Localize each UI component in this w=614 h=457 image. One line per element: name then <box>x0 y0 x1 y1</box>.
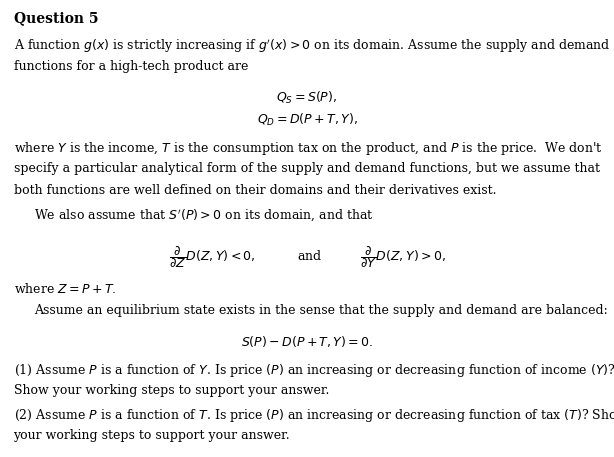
Text: where $Y$ is the income, $T$ is the consumption tax on the product, and $P$ is t: where $Y$ is the income, $T$ is the cons… <box>14 140 602 157</box>
Text: Question 5: Question 5 <box>14 11 98 26</box>
Text: (1) Assume $P$ is a function of $Y$. Is price $(P)$ an increasing or decreasing : (1) Assume $P$ is a function of $Y$. Is … <box>14 362 614 379</box>
Text: both functions are well defined on their domains and their derivatives exist.: both functions are well defined on their… <box>14 184 496 197</box>
Text: your working steps to support your answer.: your working steps to support your answe… <box>14 429 290 442</box>
Text: $Q_S = S(P),$: $Q_S = S(P),$ <box>276 90 338 106</box>
Text: specify a particular analytical form of the supply and demand functions, but we : specify a particular analytical form of … <box>14 162 599 175</box>
Text: $\dfrac{\partial}{\partial Z}D(Z,Y) < 0,$          and          $\dfrac{\partial: $\dfrac{\partial}{\partial Z}D(Z,Y) < 0,… <box>168 244 446 271</box>
Text: Assume an equilibrium state exists in the sense that the supply and demand are b: Assume an equilibrium state exists in th… <box>34 304 607 317</box>
Text: where $Z = P+T.$: where $Z = P+T.$ <box>14 282 116 296</box>
Text: A function $g(x)$ is strictly increasing if $g'(x) > 0$ on its domain. Assume th: A function $g(x)$ is strictly increasing… <box>14 38 610 55</box>
Text: $Q_D = D(P+T,Y),$: $Q_D = D(P+T,Y),$ <box>257 112 357 128</box>
Text: Show your working steps to support your answer.: Show your working steps to support your … <box>14 384 329 397</box>
Text: We also assume that $S'(P) > 0$ on its domain, and that: We also assume that $S'(P) > 0$ on its d… <box>34 207 373 223</box>
Text: $S(P) - D(P+T,Y) = 0.$: $S(P) - D(P+T,Y) = 0.$ <box>241 334 373 349</box>
Text: (2) Assume $P$ is a function of $T$. Is price $(P)$ an increasing or decreasing : (2) Assume $P$ is a function of $T$. Is … <box>14 407 614 424</box>
Text: functions for a high-tech product are: functions for a high-tech product are <box>14 60 248 73</box>
